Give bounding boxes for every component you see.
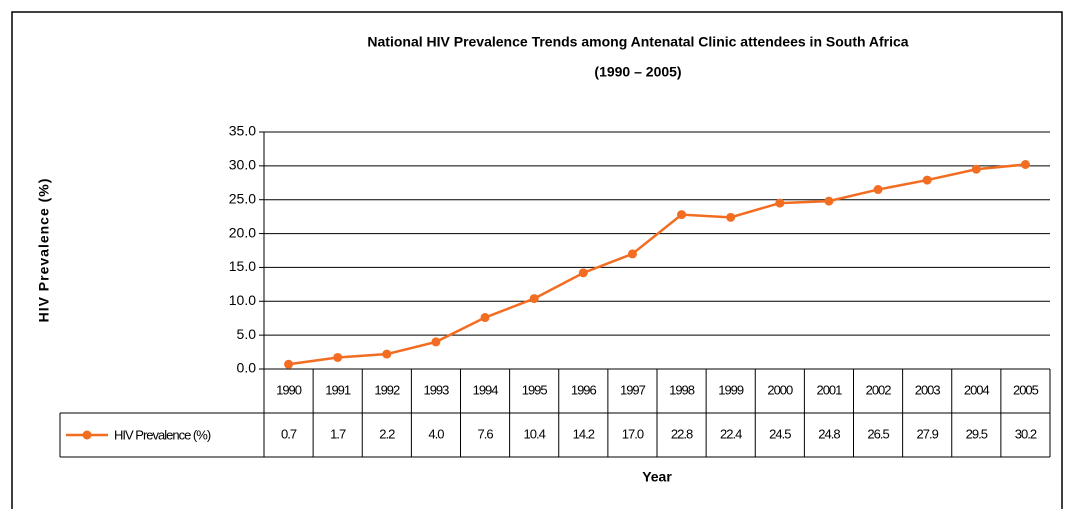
y-tick-label: 5.0 [237,326,257,342]
x-axis-label: Year [642,469,672,485]
x-tick-label: 2005 [1013,382,1039,397]
point [578,268,588,278]
point [529,294,539,304]
chart-title: National HIV Prevalence Trends among Ant… [367,34,908,50]
point [775,198,785,208]
x-tick-label: 2001 [816,382,842,397]
value-label: 30.2 [1015,426,1037,441]
x-tick-label: 1995 [522,382,548,397]
y-tick-label: 20.0 [229,224,256,240]
value-label: 4.0 [428,426,444,441]
x-tick-label: 1992 [374,382,400,397]
series-line [288,163,1026,366]
point [677,210,687,220]
y-tick-label: 10.0 [229,292,256,308]
legend-marker [82,430,92,440]
x-tick-label: 1991 [325,382,351,397]
point [284,359,294,369]
chart-subtitle: (1990 – 2005) [594,64,681,80]
x-tick-label: 2002 [866,382,892,397]
y-tick-label: 15.0 [229,258,256,274]
value-label: 24.8 [818,426,840,441]
value-label: 27.9 [917,426,939,441]
x-tick-label: 1996 [571,382,597,397]
point [480,313,490,323]
point [627,249,637,259]
point [971,164,981,174]
value-label: 29.5 [966,426,988,441]
x-tick-label: 2004 [964,382,990,397]
value-label: 22.8 [671,426,693,441]
y-tick-label: 0.0 [237,360,257,376]
value-label: 1.7 [330,426,346,441]
point [873,185,883,195]
y-axis-label: HIV Prevalence (%) [36,178,52,323]
value-label: 24.5 [769,426,791,441]
x-tick-label: 1999 [718,382,744,397]
point [824,196,834,206]
x-tick-label: 1997 [620,382,646,397]
value-label: 7.6 [478,426,494,441]
x-tick-label: 1990 [276,382,302,397]
point [1020,160,1030,170]
legend-label: HIV Prevalence (%) [114,427,211,442]
x-tick-label: 2000 [767,382,793,397]
point [726,212,736,222]
x-tick-label: 2003 [915,382,941,397]
point [333,352,343,362]
value-label: 2.2 [379,426,395,441]
y-tick-label: 25.0 [229,190,256,206]
x-tick-label: 1998 [669,382,695,397]
value-label: 0.7 [281,426,297,441]
value-label: 26.5 [867,426,889,441]
y-tick-label: 35.0 [229,123,256,139]
value-label: 10.4 [524,426,546,441]
value-label: 22.4 [720,426,742,441]
x-tick-label: 1993 [423,382,449,397]
x-tick-label: 1994 [473,382,499,397]
point [431,337,441,347]
value-label: 17.0 [622,426,644,441]
point [922,175,932,185]
chart-frame [11,11,1063,509]
point [382,349,392,359]
y-tick-label: 30.0 [229,157,256,173]
value-label: 14.2 [573,426,595,441]
